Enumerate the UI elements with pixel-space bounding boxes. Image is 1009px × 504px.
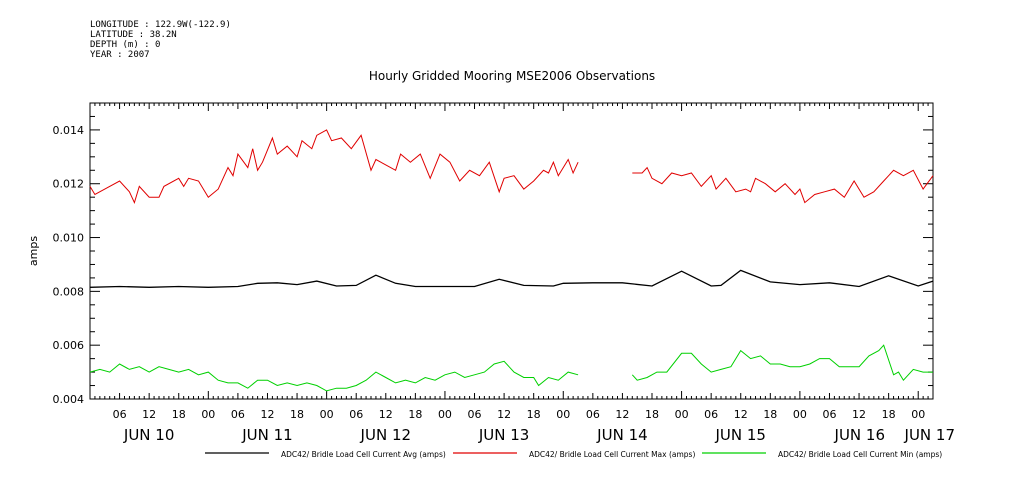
x-hour-label: 18: [408, 408, 422, 421]
x-hour-label: 00: [793, 408, 807, 421]
x-hour-label: 00: [911, 408, 925, 421]
y-tick-label: 0.006: [53, 339, 85, 352]
x-hour-label: 06: [704, 408, 718, 421]
x-hour-label: 18: [763, 408, 777, 421]
x-hour-label: 12: [260, 408, 274, 421]
depth-line: DEPTH (m) : 0: [90, 40, 161, 50]
series-line-2: [89, 360, 579, 392]
x-hour-label: 00: [320, 408, 334, 421]
series-line-1: [632, 166, 934, 204]
x-hour-label: 00: [438, 408, 452, 421]
legend-label: ADC42/ Bridle Load Cell Current Min (amp…: [778, 450, 942, 459]
x-hour-label: 12: [734, 408, 748, 421]
axis-ticks: [89, 102, 934, 400]
x-day-label: JUN 11: [241, 426, 292, 444]
x-hour-label: 06: [231, 408, 245, 421]
x-hour-label: 18: [172, 408, 186, 421]
x-day-label: JUN 13: [478, 426, 529, 444]
x-day-label: JUN 10: [123, 426, 174, 444]
x-hour-label: 12: [615, 408, 629, 421]
series-lines: [89, 129, 934, 392]
y-tick-label: 0.014: [53, 124, 85, 137]
x-hour-label: 12: [852, 408, 866, 421]
x-day-label: JUN 16: [834, 426, 885, 444]
x-hour-label: 06: [113, 408, 127, 421]
series-line-2: [631, 344, 933, 382]
x-hour-label: 06: [349, 408, 363, 421]
legend: ADC42/ Bridle Load Cell Current Avg (amp…: [205, 450, 942, 459]
y-tick-label: 0.008: [53, 285, 85, 298]
y-axis-label: amps: [27, 236, 40, 266]
chart-title: Hourly Gridded Mooring MSE2006 Observati…: [369, 69, 655, 83]
series-line-0: [89, 269, 934, 288]
x-day-label: JUN 12: [360, 426, 411, 444]
x-day-label: JUN 17: [904, 426, 955, 444]
y-tick-label: 0.004: [53, 393, 85, 406]
latitude-line: LATITUDE : 38.2N: [90, 30, 177, 40]
station-metadata: LONGITUDE : 122.9W(-122.9) LATITUDE : 38…: [90, 20, 231, 60]
plot-frame: [89, 102, 934, 400]
x-day-label: JUN 14: [596, 426, 647, 444]
year-line: YEAR : 2007: [90, 50, 150, 60]
series-line-1: [89, 129, 579, 205]
x-hour-label: 18: [290, 408, 304, 421]
x-tick-labels: 06 12 18 00 06 12 18 00 06 12 18 00 06 12 18 00 06 12 18 00…: [113, 408, 955, 444]
x-day-label: JUN 15: [714, 426, 765, 444]
x-hour-label: 12: [142, 408, 156, 421]
x-hour-label: 12: [497, 408, 511, 421]
x-hour-label: 18: [645, 408, 659, 421]
y-tick-label: 0.010: [53, 232, 85, 245]
x-hour-label: 18: [527, 408, 541, 421]
y-tick-labels: 0.004 0.006 0.008 0.010 0.012 0.014: [53, 124, 85, 406]
x-hour-label: 00: [675, 408, 689, 421]
legend-label: ADC42/ Bridle Load Cell Current Avg (amp…: [281, 450, 446, 459]
longitude-line: LONGITUDE : 122.9W(-122.9): [90, 20, 231, 30]
y-tick-label: 0.012: [53, 178, 85, 191]
x-hour-label: 00: [201, 408, 215, 421]
x-hour-label: 18: [882, 408, 896, 421]
x-hour-label: 06: [468, 408, 482, 421]
x-hour-label: 00: [556, 408, 570, 421]
x-hour-label: 06: [586, 408, 600, 421]
x-hour-label: 06: [822, 408, 836, 421]
x-hour-label: 12: [379, 408, 393, 421]
legend-label: ADC42/ Bridle Load Cell Current Max (amp…: [529, 450, 695, 459]
